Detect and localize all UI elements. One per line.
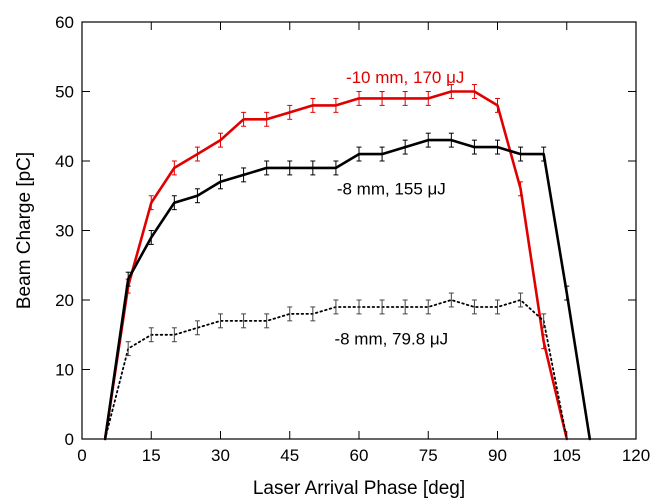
error-bar (194, 146, 200, 162)
y-tick-label: 40 (55, 152, 74, 171)
error-bar (471, 299, 477, 315)
error-bar (194, 188, 200, 204)
error-bar (471, 84, 477, 99)
error-bar (148, 195, 154, 211)
error-bar (241, 167, 247, 183)
error-bar (402, 299, 408, 315)
y-tick-label: 0 (65, 430, 74, 449)
series-0 (103, 84, 569, 441)
error-bar (264, 160, 270, 176)
series-annotation: -10 mm, 170 μJ (346, 68, 464, 87)
error-bar (471, 139, 477, 155)
y-tick-label: 50 (55, 83, 74, 102)
error-bar (333, 299, 339, 315)
x-tick-label: 90 (488, 446, 507, 465)
error-bar (241, 313, 247, 329)
tick-labels: 0 15 30 45 60 75 90 105 120 0 10 20 30 40 50 60 (55, 13, 650, 465)
series-line (103, 138, 592, 441)
error-bar (518, 181, 524, 197)
error-bar (425, 132, 431, 148)
error-bar (402, 91, 408, 106)
series-annotation: -8 mm, 155 μJ (337, 179, 446, 198)
series-layer (103, 84, 592, 441)
error-bar (310, 97, 316, 113)
error-bar (287, 104, 293, 120)
x-axis-title: Laser Arrival Phase [deg] (253, 478, 465, 499)
error-bar (194, 320, 200, 336)
error-bar (518, 146, 524, 162)
series-annotations: -10 mm, 170 μJ -8 mm, 155 μJ -8 mm, 79.8 μ… (334, 68, 464, 348)
error-bar (241, 111, 247, 127)
error-bar (495, 299, 500, 315)
error-bar (333, 160, 339, 176)
error-bar (264, 313, 270, 329)
error-bar (564, 285, 570, 301)
error-bar (541, 313, 547, 329)
x-tick-label: 0 (77, 446, 86, 465)
error-bar (541, 334, 547, 350)
error-bar (171, 160, 177, 176)
x-tick-label: 120 (622, 446, 650, 465)
x-tick-label: 60 (350, 446, 369, 465)
error-bar (448, 132, 454, 148)
error-bar (333, 97, 339, 113)
error-bar (125, 271, 131, 287)
x-tick-label: 75 (419, 446, 438, 465)
y-tick-label: 20 (55, 291, 74, 310)
error-bar (379, 91, 385, 106)
error-bar (356, 299, 362, 315)
error-bar (425, 91, 431, 106)
series-2 (104, 292, 568, 440)
error-bar (218, 313, 223, 329)
error-bar (125, 341, 131, 357)
series-1 (103, 132, 592, 441)
error-bar (218, 132, 223, 148)
error-bar (287, 306, 293, 322)
error-bar (310, 306, 316, 322)
y-axis-title: Beam Charge [pC] (14, 152, 35, 309)
error-bar (379, 299, 385, 315)
series-line (104, 299, 568, 440)
error-bar (402, 139, 408, 155)
series-annotation: -8 mm, 79.8 μJ (334, 329, 448, 348)
x-tick-label: 45 (280, 446, 299, 465)
error-bar (379, 146, 385, 162)
error-bar (310, 160, 316, 176)
error-bar (356, 146, 362, 162)
x-tick-label: 30 (211, 446, 230, 465)
error-bar (448, 84, 454, 99)
error-bar (171, 195, 177, 211)
error-bar (287, 160, 293, 176)
plot-area (81, 21, 637, 440)
error-bar (264, 111, 270, 127)
error-bar (148, 230, 154, 245)
y-tick-label: 30 (55, 222, 74, 241)
x-tick-label: 105 (553, 446, 581, 465)
error-bar (541, 146, 547, 162)
error-bar (495, 97, 500, 113)
error-bar (356, 91, 362, 106)
error-bar (425, 299, 431, 315)
error-bar (218, 174, 223, 190)
error-bar (171, 327, 177, 343)
y-tick-label: 60 (55, 13, 74, 32)
error-bar (448, 292, 454, 308)
error-bar (148, 327, 154, 343)
y-tick-label: 10 (55, 361, 74, 380)
error-bar (518, 292, 524, 308)
error-bar (495, 139, 500, 155)
x-tick-label: 15 (142, 446, 161, 465)
